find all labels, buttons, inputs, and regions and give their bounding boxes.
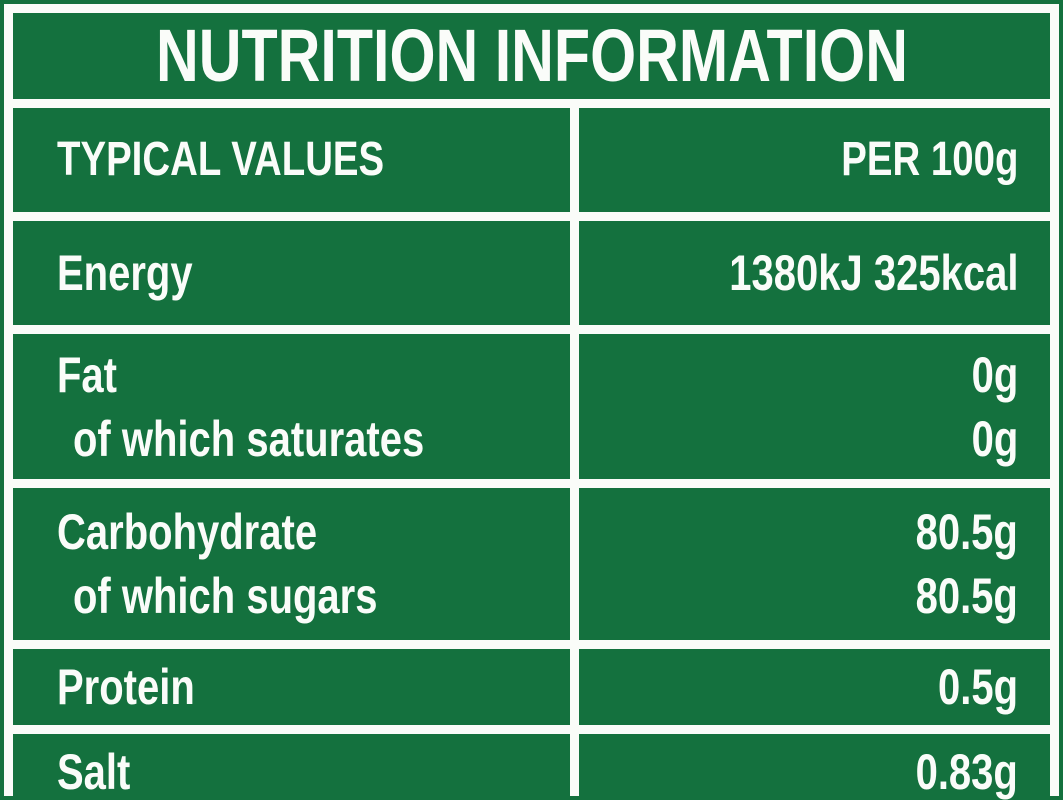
table-row: Protein 0.5g xyxy=(13,649,1050,725)
nutrient-value-energy: 1380kJ 325kcal xyxy=(728,245,1018,301)
nutrient-value-cell-protein: 0.5g xyxy=(579,649,1050,725)
header-cell-per-100g: PER 100g xyxy=(579,108,1050,212)
title-cell: NUTRITION INFORMATION xyxy=(13,13,1050,99)
nutrient-name-carbohydrate: Carbohydrate xyxy=(57,504,318,560)
header-cell-typical-values: TYPICAL VALUES xyxy=(13,108,570,212)
nutrient-name-energy: Energy xyxy=(57,245,193,301)
nutrient-value-saturates: 0g xyxy=(971,410,1018,467)
nutrient-label-cell-fat: Fat of which saturates xyxy=(13,334,570,479)
table-row: Energy 1380kJ 325kcal xyxy=(13,221,1050,325)
nutrient-label-cell-protein: Protein xyxy=(13,649,570,725)
nutrient-value-protein: 0.5g xyxy=(937,659,1018,715)
nutrient-name-saturates: of which saturates xyxy=(73,410,425,467)
column-header-typical-values: TYPICAL VALUES xyxy=(57,133,385,186)
nutrient-value-cell-carbohydrate: 80.5g 80.5g xyxy=(579,488,1050,640)
nutrient-value-cell-salt: 0.83g xyxy=(579,734,1050,800)
nutrient-value-cell-energy: 1380kJ 325kcal xyxy=(579,221,1050,325)
nutrient-value-fat: 0g xyxy=(971,346,1018,403)
nutrient-value-salt: 0.83g xyxy=(915,744,1018,800)
nutrient-value-cell-fat: 0g 0g xyxy=(579,334,1050,479)
nutrient-value-carbohydrate: 80.5g xyxy=(915,504,1018,560)
nutrient-label-cell-carbohydrate: Carbohydrate of which sugars xyxy=(13,488,570,640)
nutrition-table: NUTRITION INFORMATION TYPICAL VALUES PER… xyxy=(4,4,1059,800)
column-header-per-100g: PER 100g xyxy=(840,133,1018,186)
title-row: NUTRITION INFORMATION xyxy=(13,13,1050,99)
nutrient-name-salt: Salt xyxy=(57,744,131,800)
nutrient-label-cell-salt: Salt xyxy=(13,734,570,800)
nutrient-name-protein: Protein xyxy=(57,659,195,715)
nutrient-name-sugars: of which sugars xyxy=(73,568,378,624)
table-row: Fat of which saturates 0g 0g xyxy=(13,334,1050,479)
nutrient-name-fat: Fat xyxy=(57,346,117,403)
nutrient-value-sugars: 80.5g xyxy=(915,568,1018,624)
table-row: Carbohydrate of which sugars 80.5g 80.5g xyxy=(13,488,1050,640)
nutrient-label-cell-energy: Energy xyxy=(13,221,570,325)
table-header-row: TYPICAL VALUES PER 100g xyxy=(13,108,1050,212)
table-row: Salt 0.83g xyxy=(13,734,1050,800)
page-title: NUTRITION INFORMATION xyxy=(155,14,908,97)
